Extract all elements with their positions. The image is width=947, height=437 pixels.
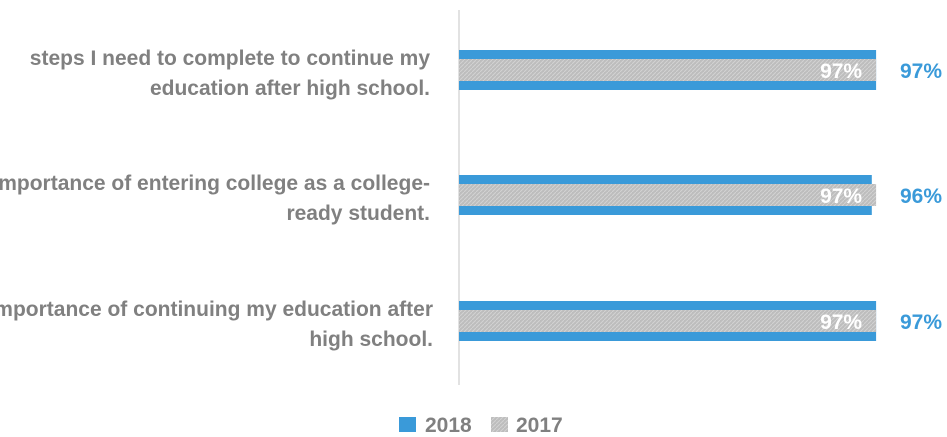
value-label-2017-3: 97%	[820, 311, 862, 334]
category-label-1: steps I need to complete to continue my e…	[30, 47, 431, 100]
legend: 2018 2017	[399, 414, 563, 437]
bar-2017-3	[459, 310, 877, 332]
legend-label-2017: 2017	[516, 414, 563, 437]
bars-layer	[459, 50, 877, 341]
legend-label-2018: 2018	[425, 414, 472, 437]
bar-2017-2	[459, 184, 877, 206]
bar-2017-1	[459, 59, 877, 81]
value-labels: 97% 97% 97% 96% 97% 97%	[820, 60, 942, 334]
value-label-2017-2: 97%	[820, 185, 862, 208]
value-label-2018-1: 97%	[900, 60, 942, 83]
category-label-2: importance of entering college as a coll…	[0, 172, 430, 225]
legend-swatch-2018	[399, 417, 416, 432]
category-labels: steps I need to complete to continue my e…	[0, 47, 433, 351]
category-label-3: importance of continuing my education af…	[0, 298, 433, 351]
value-label-2017-1: 97%	[820, 60, 862, 83]
value-label-2018-2: 96%	[900, 185, 942, 208]
value-label-2018-3: 97%	[900, 311, 942, 334]
legend-swatch-2017	[491, 417, 508, 432]
